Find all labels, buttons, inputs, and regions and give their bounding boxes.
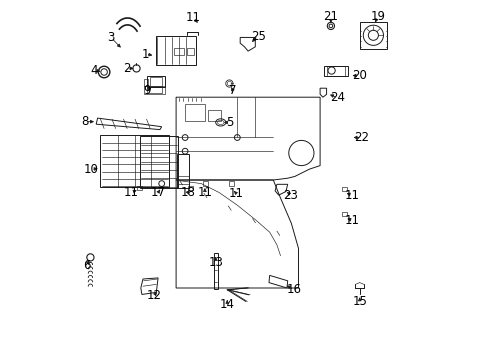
Text: 16: 16	[286, 283, 301, 296]
Text: 13: 13	[208, 256, 223, 269]
Text: 7: 7	[229, 84, 236, 97]
Text: 1: 1	[142, 48, 149, 60]
Text: 11: 11	[228, 187, 244, 200]
Bar	[208, 110, 221, 121]
Bar	[185, 104, 204, 121]
Text: 10: 10	[83, 163, 98, 176]
Text: 19: 19	[369, 10, 385, 23]
Text: 3: 3	[107, 31, 115, 44]
Text: 2: 2	[123, 62, 131, 75]
Bar	[341, 212, 347, 216]
Bar	[143, 79, 148, 86]
Bar	[143, 86, 165, 94]
Bar	[140, 136, 178, 188]
Bar	[156, 36, 196, 65]
Bar	[203, 181, 208, 186]
Bar	[359, 22, 386, 49]
Text: 11: 11	[123, 186, 138, 199]
Bar	[137, 186, 142, 190]
Text: 11: 11	[345, 189, 359, 202]
Bar	[186, 48, 194, 55]
Text: 11: 11	[185, 11, 201, 24]
Text: 17: 17	[150, 186, 165, 199]
Bar	[324, 66, 347, 76]
Bar	[187, 186, 193, 190]
Text: 9: 9	[142, 84, 150, 97]
Text: 22: 22	[353, 131, 368, 144]
Bar	[326, 66, 345, 76]
Text: 20: 20	[351, 69, 366, 82]
Text: 12: 12	[146, 289, 161, 302]
Text: 23: 23	[283, 189, 297, 202]
Bar	[177, 154, 189, 188]
Text: 14: 14	[219, 298, 234, 311]
Text: 25: 25	[250, 30, 265, 42]
Text: 8: 8	[81, 115, 89, 128]
Bar	[150, 77, 162, 86]
Text: 5: 5	[225, 116, 233, 129]
Bar	[174, 48, 184, 55]
Text: 18: 18	[180, 186, 195, 199]
Text: 4: 4	[90, 64, 98, 77]
Text: 11: 11	[345, 214, 359, 227]
Text: 21: 21	[323, 10, 338, 23]
Text: 6: 6	[83, 259, 90, 272]
Bar	[101, 135, 168, 187]
Bar	[213, 253, 218, 289]
Bar	[229, 181, 234, 186]
Bar	[341, 187, 347, 191]
Text: 15: 15	[351, 295, 366, 308]
Bar	[146, 87, 162, 93]
Bar	[147, 76, 164, 87]
Text: 24: 24	[330, 91, 345, 104]
Text: 11: 11	[197, 186, 212, 199]
